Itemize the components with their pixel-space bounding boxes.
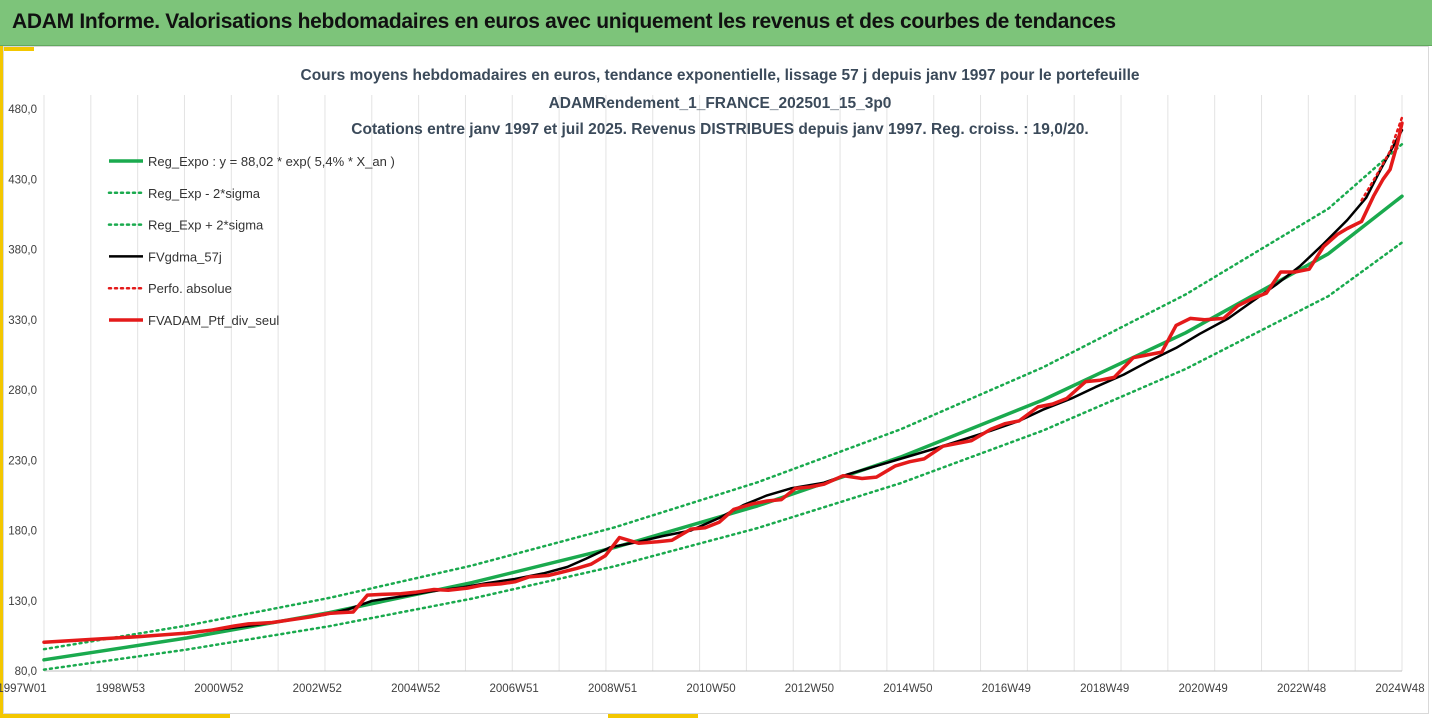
x-tick-labels: 1997W01 1998W53 2000W52 2002W52 2004W52 2006W…: [0, 683, 1425, 695]
gridlines: [43, 95, 1403, 672]
legend-entry: FVgdma_57j: [148, 249, 222, 264]
x-tick-label: 2016W49: [982, 683, 1031, 695]
chart-title-line: Cours moyens hebdomadaires en euros, ten…: [301, 67, 1140, 84]
x-tick-label: 2014W50: [883, 683, 932, 695]
x-tick-label: 2012W50: [785, 683, 834, 695]
series-line-3: [42, 128, 1404, 644]
x-tick-label: 2020W49: [1179, 683, 1228, 695]
x-tick-label: 2022W48: [1277, 683, 1326, 695]
yellow-accent-top-left: [0, 46, 34, 51]
y-tick-label: 280,0: [8, 385, 37, 397]
chart-frame: [3, 46, 1429, 714]
series-line-5: [42, 121, 1404, 644]
y-tick-label: 430,0: [8, 174, 37, 186]
series-line-2: [42, 142, 1404, 651]
series-line-0: [42, 194, 1404, 662]
chart-title-line: Cotations entre janv 1997 et juil 2025. …: [351, 121, 1088, 138]
y-tick-label: 80,0: [15, 666, 37, 678]
y-tick-label: 180,0: [8, 526, 37, 538]
chart-title-line: ADAMRendement_1_FRANCE_202501_15_3p0: [549, 95, 892, 112]
x-tick-label: 2018W49: [1080, 683, 1129, 695]
y-tick-label: 330,0: [8, 315, 37, 327]
yellow-accent-bottom: [0, 714, 230, 718]
x-tick-label: 1997W01: [0, 683, 47, 695]
y-tick-labels: 80,0 130,0 180,0 230,0 280,0 330,0 380,0 430,0 4…: [8, 104, 37, 678]
x-tick-label: 2008W51: [588, 683, 637, 695]
series-line-1: [42, 241, 1404, 671]
series-line-4: [1360, 116, 1404, 202]
legend-entry: Reg_Exp - 2*sigma: [148, 186, 261, 201]
legend-entry: Reg_Exp + 2*sigma: [148, 218, 264, 233]
report-title: ADAM Informe. Valorisations hebdomadaire…: [12, 10, 1116, 33]
x-tick-label: 2002W52: [293, 683, 342, 695]
legend-entry: FVADAM_Ptf_div_seul: [148, 313, 279, 328]
y-tick-label: 130,0: [8, 596, 37, 608]
x-tick-label: 1998W53: [96, 683, 145, 695]
yellow-accent-bottom-mid: [608, 714, 698, 718]
chart-title: Cours moyens hebdomadaires en euros, ten…: [301, 67, 1140, 138]
legend-entry: Reg_Expo : y = 88,02 * exp( 5,4% * X_an …: [148, 154, 395, 169]
x-tick-label: 2024W48: [1375, 683, 1424, 695]
x-tick-label: 2006W51: [490, 683, 539, 695]
yellow-accent-left: [0, 46, 4, 718]
y-tick-label: 380,0: [8, 245, 37, 257]
y-tick-label: 230,0: [8, 455, 37, 467]
x-tick-label: 2004W52: [391, 683, 440, 695]
series-lines: [42, 116, 1404, 671]
report-banner: ADAM Informe. Valorisations hebdomadaire…: [0, 0, 1432, 46]
y-tick-label: 480,0: [8, 104, 37, 116]
x-tick-label: 2000W52: [194, 683, 243, 695]
x-tick-label: 2010W50: [686, 683, 735, 695]
legend-entry: Perfo. absolue: [148, 281, 232, 296]
legend: Reg_Expo : y = 88,02 * exp( 5,4% * X_an …: [107, 154, 395, 328]
